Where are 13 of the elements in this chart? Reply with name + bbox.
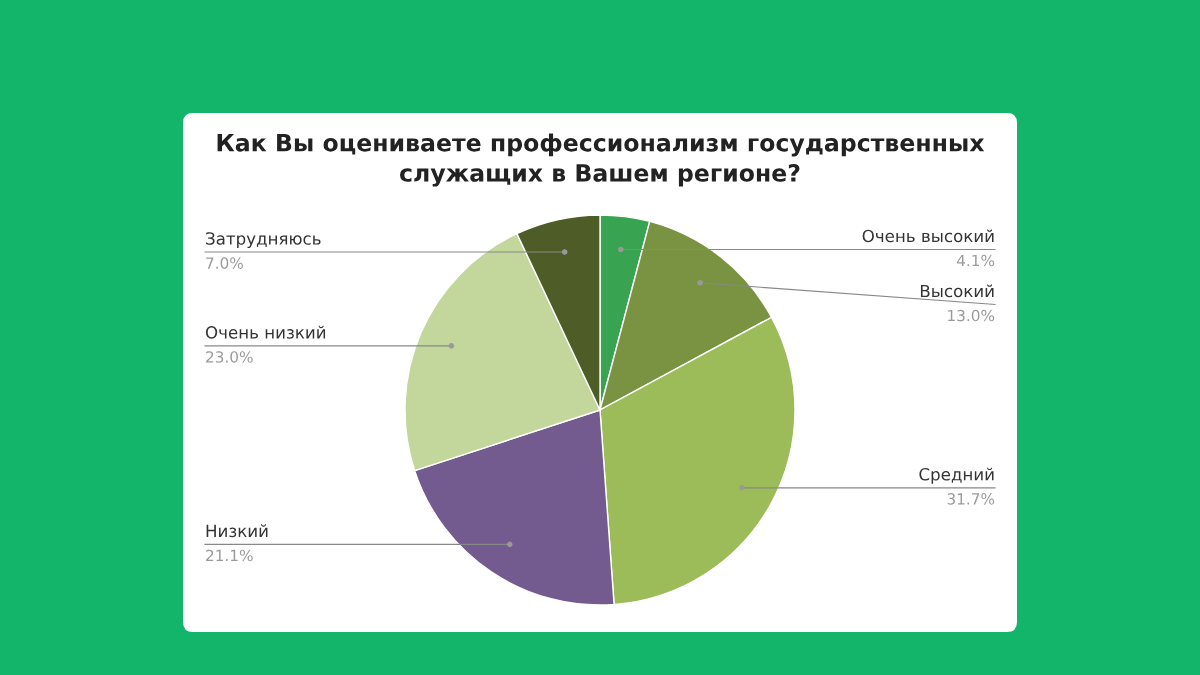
data-label: 7.0% <box>206 257 243 269</box>
chart-title: Как Вы оцениваете профессионализм государственных служащих в Вашем регионе? <box>217 133 985 187</box>
data-label: 21.1% <box>206 549 253 562</box>
slice-label: Очень низкий <box>205 325 326 339</box>
slice-label: Очень высокий <box>862 229 994 243</box>
data-label: 4.1% <box>956 254 995 267</box>
slice-label: Низкий <box>206 524 268 538</box>
data-label: 23.0% <box>206 351 253 363</box>
slice-label: Затрудняюсь <box>206 232 321 249</box>
data-label: 31.7% <box>947 493 995 505</box>
slice-label: Средний <box>919 467 994 484</box>
data-label: 13.0% <box>948 309 995 322</box>
slice-label: Высокий <box>920 284 994 298</box>
